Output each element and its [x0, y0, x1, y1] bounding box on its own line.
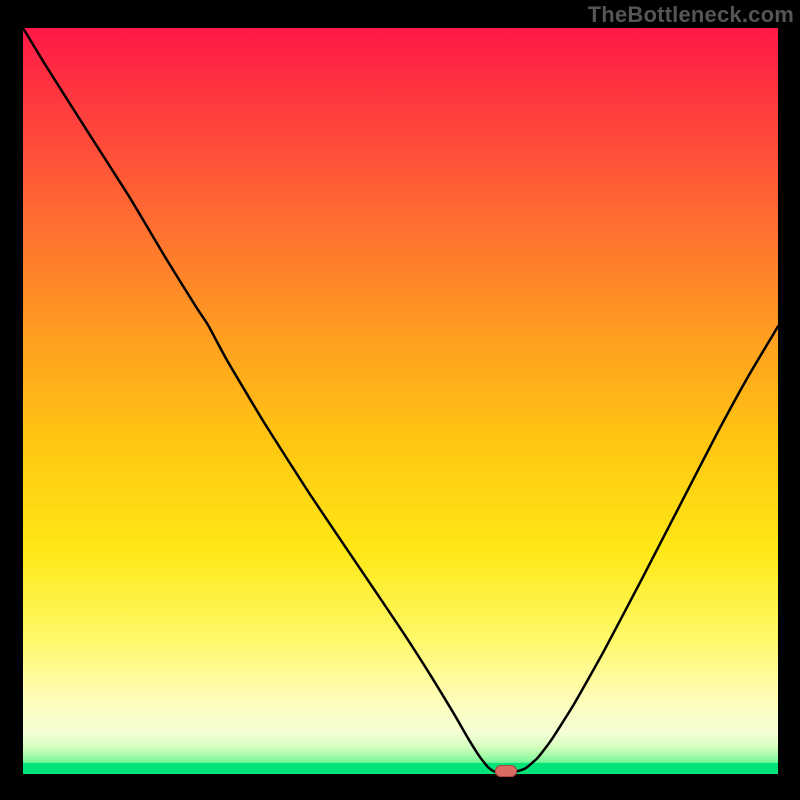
curve-svg — [23, 28, 778, 774]
plot-area — [23, 28, 778, 774]
watermark-text: TheBottleneck.com — [588, 2, 794, 28]
chart-container: { "type": "line", "source_watermark": { … — [0, 0, 800, 800]
optimum-marker — [495, 765, 517, 777]
bottleneck-curve — [23, 28, 778, 772]
